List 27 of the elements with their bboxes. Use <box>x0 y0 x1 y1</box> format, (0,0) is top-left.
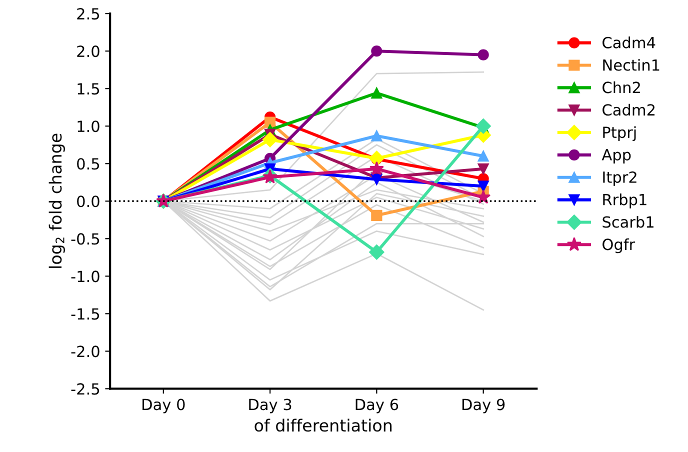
legend-label: Nectin1 <box>603 58 660 71</box>
x-tick-label: Day 9 <box>462 398 505 414</box>
y-tick-label: -1.0 <box>71 270 100 282</box>
legend-label: Rrbp1 <box>603 194 646 208</box>
x-tick-label: Day 3 <box>249 398 292 414</box>
y-tick-label: 0.5 <box>77 158 100 170</box>
y-tick-label: 1.0 <box>78 120 100 132</box>
x-axis-title: of differentiation <box>254 418 392 432</box>
y-tick-label: -1.5 <box>71 308 100 320</box>
legend-label: Scarb1 <box>602 216 654 228</box>
y-axis-title: log$_{2}$ fold change <box>48 134 65 268</box>
y-tick-label: 2.0 <box>77 46 100 58</box>
legend-label: Itpr2 <box>603 171 636 186</box>
y-tick-label: 1.5 <box>78 83 100 95</box>
legend-label: Ptprj <box>603 126 636 142</box>
y-tick-label: 0.0 <box>77 196 100 208</box>
y-tick-label: -0.5 <box>71 233 100 245</box>
y-tick-label: 2.5 <box>77 8 100 20</box>
legend-label: Cadm4 <box>602 36 656 48</box>
legend-label: Ogfr <box>602 238 636 254</box>
legend-label: Cadm2 <box>602 104 654 116</box>
y-tick-label: -2.0 <box>71 346 100 358</box>
y-tick-label: -2.5 <box>71 383 100 395</box>
x-tick-label: Day 6 <box>356 398 398 414</box>
legend-label: App <box>602 149 631 164</box>
legend-label: Chn2 <box>602 81 640 94</box>
x-tick-label: Day 0 <box>142 398 185 414</box>
